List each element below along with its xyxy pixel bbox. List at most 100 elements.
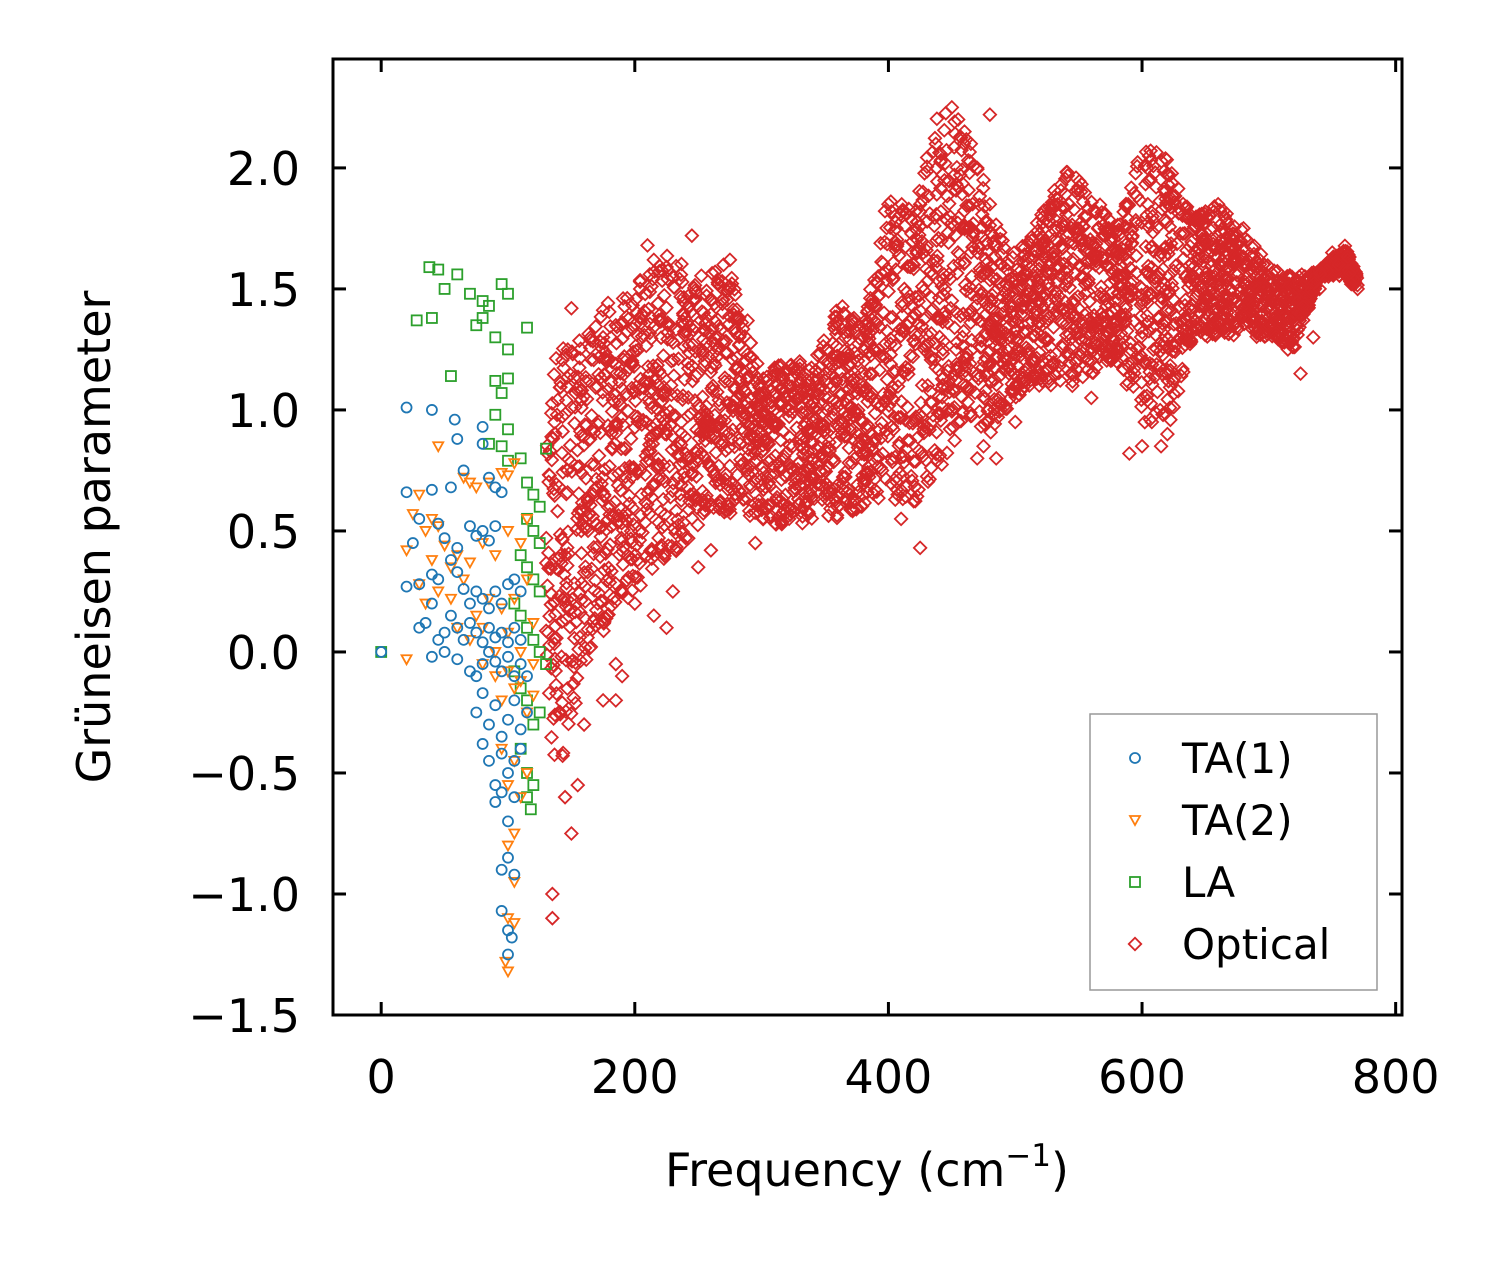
data-point-optical	[774, 367, 790, 383]
data-point-optical	[1262, 275, 1278, 291]
data-point-optical	[1244, 321, 1260, 337]
data-point-optical	[604, 440, 620, 456]
data-point-optical	[916, 418, 932, 434]
data-point-optical	[908, 203, 924, 219]
data-point-optical	[894, 483, 910, 499]
data-point-optical	[546, 636, 562, 652]
data-point-optical	[1062, 279, 1078, 295]
data-point-optical	[1121, 445, 1137, 462]
data-point-optical	[1014, 276, 1030, 292]
data-point-optical	[958, 283, 974, 299]
data-point-optical	[1264, 328, 1280, 344]
data-point-optical	[805, 400, 821, 416]
data-point-optical	[721, 501, 738, 517]
y-tick-label: 1.0	[227, 384, 300, 438]
data-point-optical	[787, 476, 803, 492]
data-point-optical	[953, 413, 969, 429]
data-point-optical	[1185, 221, 1201, 237]
data-point-optical	[603, 518, 619, 534]
data-point-optical	[962, 381, 978, 397]
data-point-ta-1	[426, 404, 438, 416]
data-point-optical	[1161, 267, 1177, 283]
y-axis-label: Grüneisen parameter	[67, 290, 121, 783]
data-point-optical	[919, 149, 935, 166]
data-point-optical	[710, 275, 726, 291]
data-point-optical	[573, 523, 589, 539]
data-point-optical	[807, 363, 823, 379]
data-point-optical	[1058, 303, 1074, 319]
data-point-optical	[909, 243, 925, 259]
data-point-optical	[920, 474, 936, 490]
data-point-optical	[619, 513, 635, 529]
data-point-optical	[605, 468, 621, 484]
data-point-ta-1	[464, 597, 476, 610]
data-point-ta-1	[514, 633, 527, 646]
data-point-optical	[829, 507, 845, 523]
data-point-optical	[650, 456, 666, 472]
data-point-optical	[1167, 197, 1183, 213]
data-point-optical	[864, 385, 880, 402]
data-point-optical	[1125, 378, 1141, 395]
data-point-optical	[890, 378, 906, 394]
data-point-optical	[1102, 341, 1118, 357]
data-point-optical	[887, 449, 903, 465]
data-point-optical	[584, 407, 600, 423]
data-point-optical	[582, 431, 598, 447]
data-point-la	[423, 261, 436, 274]
data-point-optical	[947, 320, 963, 336]
data-point-optical	[584, 456, 600, 472]
data-point-optical	[892, 465, 908, 481]
data-point-optical	[812, 346, 828, 362]
data-point-optical	[551, 588, 567, 604]
data-point-optical	[883, 476, 899, 492]
data-point-optical	[596, 487, 612, 503]
data-point-optical	[855, 487, 871, 503]
data-point-optical	[703, 429, 719, 446]
data-point-optical	[1281, 310, 1297, 326]
data-point-optical	[636, 380, 652, 396]
legend-label-ta-1: TA(1)	[1181, 734, 1293, 783]
data-point-optical	[984, 292, 1000, 308]
data-point-optical	[602, 537, 618, 553]
data-point-optical	[954, 162, 970, 178]
y-tick-label: −1.5	[188, 989, 300, 1043]
data-point-optical	[555, 409, 571, 425]
data-point-optical	[1272, 297, 1288, 313]
data-point-optical	[872, 422, 888, 438]
data-point-optical	[1124, 222, 1140, 238]
data-point-optical	[660, 263, 676, 279]
data-point-optical	[590, 595, 606, 611]
data-point-optical	[543, 660, 559, 676]
data-point-optical	[934, 371, 950, 387]
data-point-optical	[632, 274, 648, 290]
data-point-optical	[904, 473, 920, 489]
data-point-optical	[758, 373, 774, 390]
data-point-optical	[906, 257, 922, 273]
data-point-optical	[941, 173, 957, 189]
data-point-optical	[1029, 302, 1045, 318]
data-point-ta-1	[508, 694, 521, 707]
data-point-optical	[818, 342, 834, 358]
data-point-optical	[722, 252, 738, 268]
data-point-optical	[772, 494, 788, 510]
data-point-optical	[884, 380, 900, 396]
data-point-optical	[1084, 321, 1100, 338]
data-point-optical	[1295, 296, 1311, 312]
data-point-optical	[893, 328, 909, 344]
data-point-ta-1	[508, 670, 521, 683]
legend-marker-la	[1129, 876, 1141, 888]
data-point-optical	[1164, 165, 1180, 181]
data-point-optical	[977, 383, 994, 399]
data-point-optical	[657, 405, 673, 421]
data-point-optical	[662, 403, 678, 419]
data-point-optical	[885, 255, 901, 271]
data-point-optical	[732, 370, 748, 386]
data-point-optical	[1129, 188, 1145, 204]
data-point-optical	[965, 158, 981, 174]
data-point-optical	[591, 448, 607, 464]
data-point-optical	[1092, 289, 1108, 305]
data-point-ta-1	[426, 597, 438, 610]
data-point-optical	[934, 380, 950, 397]
data-point-optical	[556, 590, 572, 606]
data-point-optical	[925, 407, 941, 423]
